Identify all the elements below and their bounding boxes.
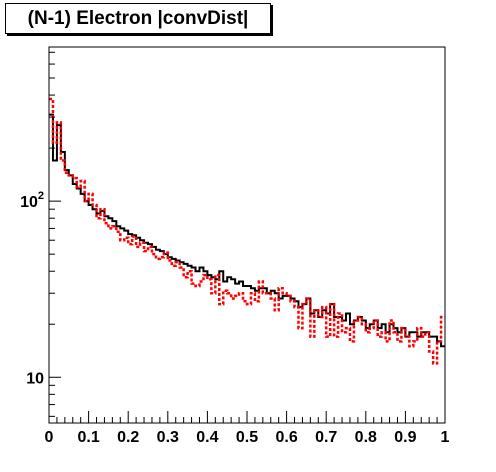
x-tick-label: 0.4: [196, 429, 218, 446]
x-tick-label: 1: [441, 429, 450, 446]
series-black-solid-line: [49, 113, 445, 348]
x-tick-label: 0.5: [236, 429, 258, 446]
y-tick-label: 102: [20, 190, 44, 211]
x-tick-label: 0.8: [355, 429, 377, 446]
chart-title-text: (N-1) Electron |convDist|: [27, 7, 249, 29]
chart-title: (N-1) Electron |convDist|: [5, 3, 271, 34]
y-tick-label: 10: [26, 370, 44, 387]
axis-layer: 0 0.1 0.2 0.3 0.4 0.5 0.6 0.7 0.8 0.9 1 10 102: [20, 51, 450, 446]
x-tick-label: 0.7: [315, 429, 337, 446]
x-tick-label: 0.2: [117, 429, 139, 446]
x-tick-label: 0.1: [77, 429, 99, 446]
x-tick-label: 0.6: [275, 429, 297, 446]
series-layer: [49, 97, 445, 365]
x-tick-label: 0.9: [394, 429, 416, 446]
x-tick-label: 0: [45, 429, 54, 446]
x-tick-label: 0.3: [157, 429, 179, 446]
